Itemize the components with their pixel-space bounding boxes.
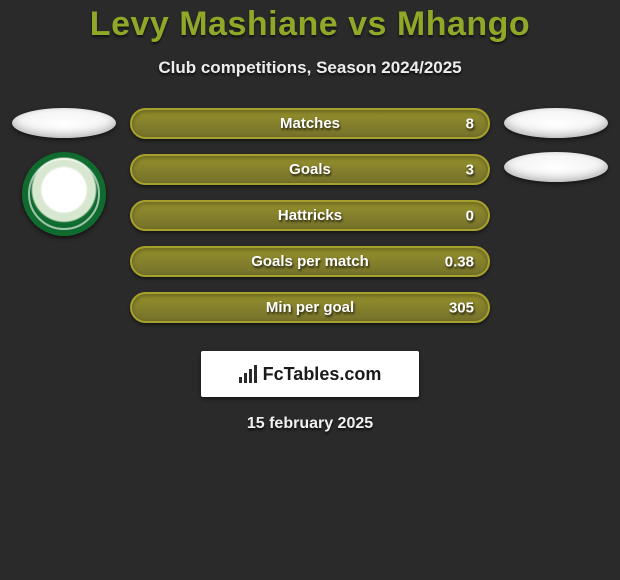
comparison-card: Levy Mashiane vs Mhango Club competition… xyxy=(0,0,620,433)
player-right-avatar xyxy=(504,108,608,138)
stats-bars: Matches 8 Goals 3 Hattricks 0 Goals per … xyxy=(130,108,490,323)
stat-bar-goals: Goals 3 xyxy=(130,154,490,185)
stat-label: Min per goal xyxy=(266,299,354,316)
stat-bar-matches: Matches 8 xyxy=(130,108,490,139)
stat-value-right: 0.38 xyxy=(445,253,474,270)
page-title: Levy Mashiane vs Mhango xyxy=(0,5,620,44)
comparison-body: Matches 8 Goals 3 Hattricks 0 Goals per … xyxy=(0,108,620,323)
stat-bar-goals-per-match: Goals per match 0.38 xyxy=(130,246,490,277)
player-right-column xyxy=(500,108,612,182)
stat-label: Goals per match xyxy=(251,253,369,270)
stat-bar-min-per-goal: Min per goal 305 xyxy=(130,292,490,323)
stat-label: Matches xyxy=(280,115,340,132)
brand-badge[interactable]: FcTables.com xyxy=(201,351,419,397)
stat-label: Hattricks xyxy=(278,207,342,224)
player-left-avatar xyxy=(12,108,116,138)
player-left-column xyxy=(8,108,120,236)
stat-value-right: 305 xyxy=(449,299,474,316)
footer-date: 15 february 2025 xyxy=(0,415,620,433)
brand-text: FcTables.com xyxy=(263,364,382,385)
stat-value-right: 0 xyxy=(466,207,474,224)
player-right-club-placeholder xyxy=(504,152,608,182)
stat-value-right: 3 xyxy=(466,161,474,178)
stat-bar-hattricks: Hattricks 0 xyxy=(130,200,490,231)
page-subtitle: Club competitions, Season 2024/2025 xyxy=(0,58,620,78)
stat-value-right: 8 xyxy=(466,115,474,132)
stat-label: Goals xyxy=(289,161,331,178)
bars-icon xyxy=(239,365,257,383)
player-left-club-badge xyxy=(22,152,106,236)
